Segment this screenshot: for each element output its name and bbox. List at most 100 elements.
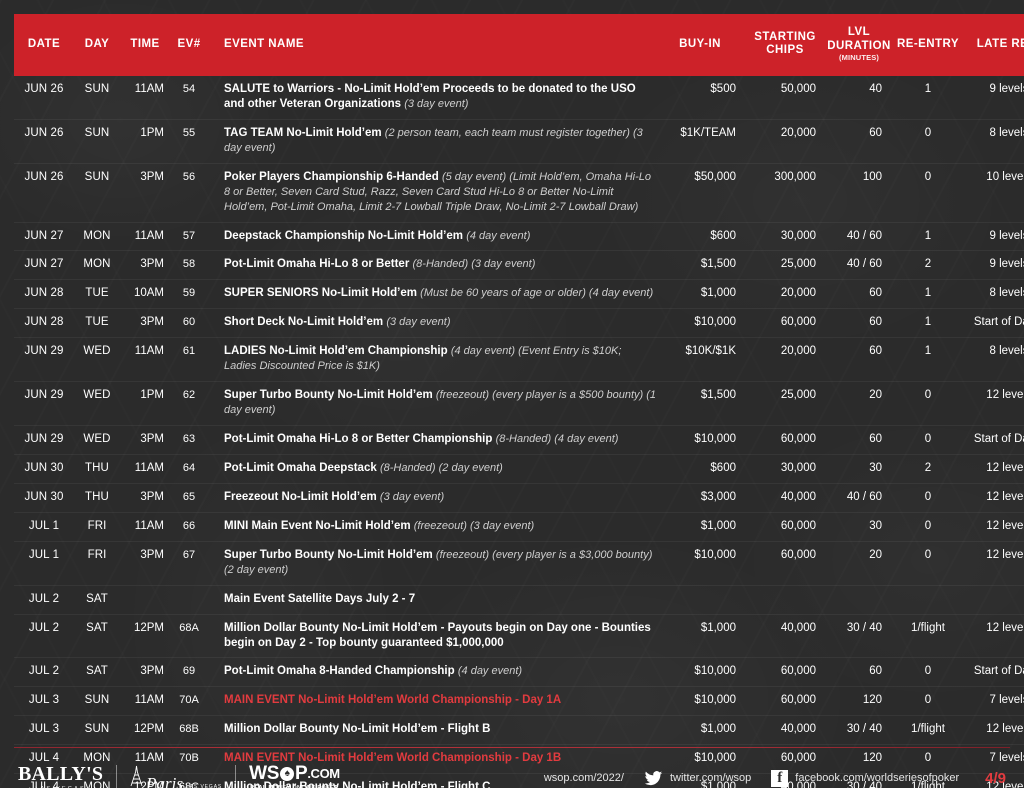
table-row: JUN 28 TUE 3PM 60 Short Deck No-Limit Hold’e… [14,309,1024,338]
facebook-icon[interactable]: f [771,769,789,787]
cell-day: SUN [84,82,110,95]
cell-starting-chips: 40,000 [780,723,816,736]
cell-date: JUN 30 [24,490,64,503]
table-row: JUL 3 SUN 12PM 68B Million Dollar Bounty No-… [14,716,1024,745]
column-header-time: TIME [130,37,160,50]
cell-re-entry: 0 [924,694,932,707]
wsop-site-link[interactable]: wsop.com/2022/ [543,772,624,784]
wsop-logo-pre: WS [249,763,280,785]
cell-re-entry: 0 [924,665,932,678]
cell-starting-chips: 25,000 [780,389,816,402]
table-row: JUL 2 SAT Main Event Satellite Days July 2… [14,585,1024,615]
cell-late-reg: 12 levels [986,389,1024,402]
event-name-note: (freezeout) (3 day event) [413,519,535,532]
cell-buy-in: $600 [710,461,736,474]
cell-buy-in: $1,500 [700,389,736,402]
cell-time: 10AM [133,287,164,300]
cell-time: 3PM [140,490,164,503]
cell-time: 11AM [134,694,164,707]
table-header: DATE DAY TIME EV# EVENT NAME BUY-IN STAR… [14,14,1024,76]
cell-re-entry: 1/flight [911,723,945,736]
cell-late-reg: 9 levels [989,229,1024,242]
event-name-note: (Must be 60 years of age or older) (4 da… [420,287,654,300]
cell-late-reg: 9 levels [989,258,1024,271]
cell-time: 3PM [140,548,164,561]
event-name-text: SUPER SENIORS No-Limit Hold’em [224,287,417,300]
cell-event-number: 70A [179,694,199,707]
column-header-buy-in: BUY-IN [679,37,721,50]
cell-buy-in: $3,000 [700,490,736,503]
wsop-logo-com: .COM [307,766,340,782]
event-name-text: Short Deck No-Limit Hold’em [224,316,384,329]
cell-time [120,585,170,614]
cell-day: SUN [84,694,110,707]
facebook-link[interactable]: facebook.com/worldseriesofpoker [795,772,960,784]
cell-re-entry: 0 [924,490,932,503]
cell-day: WED [83,389,111,402]
cell-lvl-duration: 60 [869,287,882,300]
cell-event-number: 65 [182,490,196,503]
cell-time: 3PM [140,258,164,271]
cell-re-entry: 2 [924,461,932,474]
logo-divider-2 [235,765,237,788]
table-row: JUL 1 FRI 3PM 67 Super Turbo Bounty No-Limit… [14,541,1024,586]
cell-late-reg: Start of Day 2 [973,316,1024,329]
wsop-com-logo: WS ♠ P .COM REAL MONEY ONLINE POKER [249,764,340,788]
cell-buy-in: $1,000 [700,621,736,634]
twitter-icon[interactable] [644,769,663,788]
table-row: JUL 1 FRI 11AM 66 MINI Main Event No-Limit H… [14,512,1024,542]
footer-links: wsop.com/2022/ twitter.com/wsop f facebo… [544,769,1006,788]
cell-day: TUE [85,287,109,300]
cell-late-reg [964,585,1024,614]
cell-event-name: Pot-Limit Omaha Hi-Lo 8 or Better (8-Han… [208,251,656,280]
cell-re-entry: 1 [924,345,932,358]
cell-re-entry: 0 [924,170,932,183]
column-header-late-reg: LATE REG. [976,37,1024,50]
table-row: JUN 26 SUN 11AM 54 SALUTE to Warriors - No-L… [14,76,1024,120]
cell-starting-chips: 20,000 [780,126,816,139]
cell-late-reg: 12 levels [986,519,1024,532]
cell-event-name: Million Dollar Bounty No-Limit Hold’em -… [208,716,656,745]
cell-event-number: 58 [182,258,196,271]
cell-starting-chips: 20,000 [780,287,816,300]
cell-date: JUN 29 [24,389,64,402]
cell-event-name: Pot-Limit Omaha 8-Handed Championship (4… [208,658,656,687]
cell-buy-in: $10,000 [694,316,736,329]
table-row: JUN 30 THU 11AM 64 Pot-Limit Omaha Deepstack… [14,454,1024,484]
cell-event-name: TAG TEAM No-Limit Hold’em (2 person team… [208,119,656,163]
cell-late-reg: 12 levels [986,723,1024,736]
cell-lvl-duration: 100 [862,170,882,183]
cell-date: JUL 3 [28,694,60,707]
column-header-starting-chips: STARTING CHIPS [754,30,816,57]
cell-date: JUL 1 [28,548,60,561]
cell-date: JUL 1 [28,519,60,532]
cell-lvl-duration: 40 / 60 [846,229,882,242]
cell-day: THU [85,490,109,503]
event-name-text: TAG TEAM No-Limit Hold’em [224,126,382,139]
cell-day: SUN [84,126,110,139]
cell-event-number: 55 [182,126,196,139]
event-name-text: Freezeout No-Limit Hold’em [224,490,377,503]
ballys-logo: BALLY'S LAS VEGAS [18,764,103,788]
cell-event-number: 60 [182,316,196,329]
cell-late-reg: 9 levels [989,82,1024,95]
footer-logos: BALLY'S LAS VEGAS Paris LAS VEGAS WS ♠ [18,764,340,788]
cell-lvl-duration: 60 [869,126,882,139]
cell-buy-in: $1,000 [700,287,736,300]
cell-event-name: Million Dollar Bounty No-Limit Hold’em -… [208,614,656,658]
cell-re-entry: 0 [924,519,932,532]
twitter-link[interactable]: twitter.com/wsop [669,772,752,784]
cell-lvl-duration: 40 [869,82,882,95]
event-name-text: Super Turbo Bounty No-Limit Hold’em [224,389,433,402]
cell-lvl-duration: 30 [869,519,882,532]
column-header-lvl-duration: LVL DURATION (MINUTES) [827,26,891,63]
event-name-note: (8-Handed) (3 day event) [412,258,536,271]
table-row: JUL 3 SUN 11AM 70A MAIN EVENT No-Limit Hold’… [14,687,1024,716]
event-name-text: MINI Main Event No-Limit Hold’em [224,519,411,532]
cell-re-entry: 0 [924,126,932,139]
cell-event-number: 68A [179,621,199,634]
cell-lvl-duration: 120 [862,694,882,707]
cell-late-reg: 12 levels [986,490,1024,503]
page-footer: BALLY'S LAS VEGAS Paris LAS VEGAS WS ♠ [0,754,1024,788]
cell-lvl-duration: 20 [869,548,882,561]
